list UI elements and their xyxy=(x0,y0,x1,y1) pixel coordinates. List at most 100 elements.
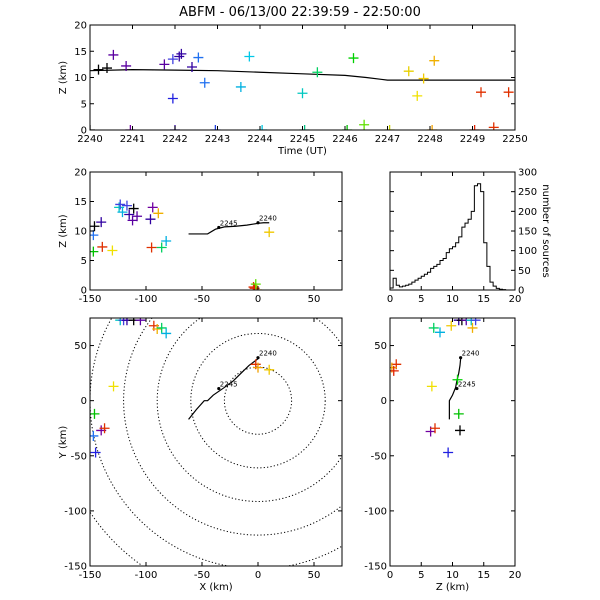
source-point xyxy=(121,60,132,71)
x-tick-label: 0 xyxy=(387,294,393,305)
x-tick-label: 2247 xyxy=(375,134,400,145)
source-point xyxy=(132,211,143,222)
x-tick-label: -100 xyxy=(135,294,158,305)
panel-time-height: 2240 2241 2242 2243 2244 2245 2246 2247 2248 2249… xyxy=(58,21,528,158)
y-tick-label: 20 xyxy=(74,21,87,32)
y-tick-label: -50 xyxy=(71,451,87,462)
source-point xyxy=(161,236,172,247)
x-tick-label: 20 xyxy=(509,570,522,581)
x-axis-label: Time (UT) xyxy=(277,146,327,157)
x-tick-label: 10 xyxy=(446,294,459,305)
source-point xyxy=(435,327,445,338)
plot-area: 2245 2240 xyxy=(90,199,277,290)
source-point xyxy=(312,67,323,78)
x-tick-label: 20 xyxy=(509,294,522,305)
y-tick-label: -100 xyxy=(64,506,87,517)
source-point xyxy=(403,66,414,77)
x-axis-label: X (km) xyxy=(199,582,232,593)
range-ring xyxy=(123,318,342,536)
x-tick-label: 2246 xyxy=(332,134,357,145)
source-point xyxy=(264,364,275,375)
track-time-label: 2245 xyxy=(220,219,238,227)
y-tick-label: 50 xyxy=(374,341,387,352)
source-point xyxy=(99,423,110,434)
track-marker xyxy=(256,221,260,225)
panels: 2240 2241 2242 2243 2244 2245 2246 2247 2248 2249… xyxy=(58,21,551,594)
source-point xyxy=(359,119,370,130)
source-point xyxy=(147,202,158,213)
source-point xyxy=(90,221,100,232)
x-tick-label: 15 xyxy=(477,570,490,581)
x-tick-label: 50 xyxy=(308,570,321,581)
source-point xyxy=(97,241,108,252)
y-tick-label: 100 xyxy=(518,246,537,257)
y-tick-label: 0 xyxy=(518,286,524,297)
source-point xyxy=(90,447,101,458)
source-point xyxy=(156,322,167,333)
track-time-label: 2240 xyxy=(462,350,480,358)
y-tick-label: 0 xyxy=(381,396,387,407)
x-tick-label: 0 xyxy=(255,570,261,581)
x-tick-label: 5 xyxy=(418,294,424,305)
source-point xyxy=(176,48,187,59)
source-point xyxy=(124,209,135,220)
y-tick-label: 300 xyxy=(518,168,537,179)
x-tick-label: 2248 xyxy=(417,134,442,145)
source-point xyxy=(427,125,438,130)
x-tick-label: -100 xyxy=(135,570,158,581)
source-point xyxy=(135,318,146,326)
track-time-label: 2245 xyxy=(458,381,476,389)
source-point xyxy=(503,87,514,98)
source-point xyxy=(152,324,163,335)
source-point xyxy=(467,322,478,333)
source-point xyxy=(127,215,138,226)
source-point xyxy=(167,54,178,65)
source-point xyxy=(426,381,437,392)
source-point xyxy=(108,49,119,60)
y-tick-label: 50 xyxy=(74,341,87,352)
range-ring xyxy=(190,332,326,469)
axes-frame xyxy=(389,317,516,567)
source-point xyxy=(156,242,167,253)
y-tick-label: 250 xyxy=(518,187,537,198)
source-point xyxy=(128,203,139,214)
panel-z-y-view: 2240 2245 0 5 10 15 20 -150 -100 -50 0 50 Z (km) xyxy=(364,317,522,593)
source-point xyxy=(199,77,210,88)
source-point xyxy=(125,125,136,130)
y-tick-label: 10 xyxy=(74,73,87,84)
source-point xyxy=(297,88,308,99)
y-tick-label: 5 xyxy=(81,256,87,267)
x-tick-label: 2242 xyxy=(162,134,187,145)
source-point xyxy=(193,52,204,63)
x-axis-label: Z (km) xyxy=(436,582,469,593)
x-tick-label: 2240 xyxy=(77,134,102,145)
source-point xyxy=(93,64,104,75)
track-marker xyxy=(256,356,260,360)
x-tick-label: 2241 xyxy=(120,134,145,145)
x-tick-label: 0 xyxy=(387,570,393,581)
plot-area: 2240 2245 xyxy=(90,318,342,566)
y-tick-label: 50 xyxy=(518,266,531,277)
plot-area: 2240 2245 xyxy=(390,318,481,458)
y-tick-label: 0 xyxy=(81,126,87,137)
source-point xyxy=(264,227,275,238)
y-tick-label: -50 xyxy=(371,451,387,462)
source-point xyxy=(469,125,480,130)
x-tick-label: -50 xyxy=(194,570,210,581)
y-tick-label: 20 xyxy=(74,168,87,179)
y-tick-label: -150 xyxy=(364,562,387,573)
track-marker xyxy=(459,356,463,360)
panel-plan-view: 2240 2245 -150 -100 -50 0 50 -150 -100 -50 0 50 X (k… xyxy=(58,317,343,593)
source-point xyxy=(455,425,465,436)
source-point xyxy=(428,322,439,333)
track-line xyxy=(188,358,259,420)
range-ring xyxy=(90,511,144,566)
y-tick-label: 0 xyxy=(81,286,87,297)
source-point xyxy=(470,318,481,326)
track-line xyxy=(188,222,270,235)
x-tick-label: 15 xyxy=(477,294,490,305)
x-tick-label: 2245 xyxy=(290,134,315,145)
y-tick-label: -150 xyxy=(64,562,87,573)
